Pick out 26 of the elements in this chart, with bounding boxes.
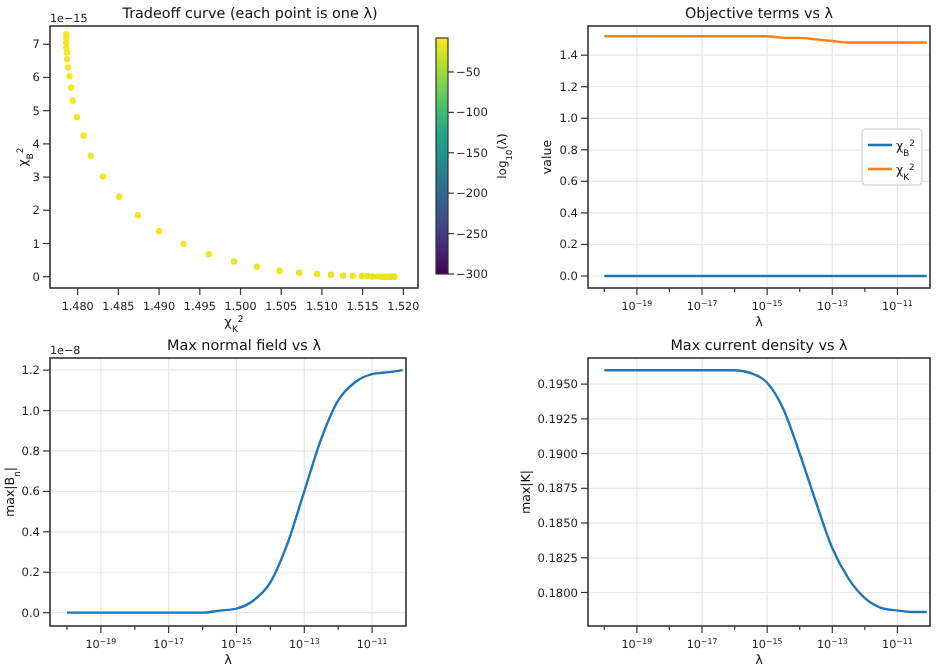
point [99, 173, 107, 180]
point [134, 212, 142, 219]
point [327, 271, 335, 278]
point [87, 152, 94, 160]
point [69, 97, 76, 104]
point [295, 269, 303, 276]
point [364, 272, 371, 280]
point [349, 272, 357, 279]
point [73, 114, 81, 121]
point [230, 258, 238, 265]
point [67, 84, 75, 91]
point [276, 267, 283, 274]
point [63, 49, 71, 56]
point [313, 270, 321, 278]
point [358, 272, 366, 280]
point [339, 272, 347, 279]
point [66, 72, 73, 80]
point [80, 132, 87, 139]
point [116, 193, 123, 200]
point [205, 250, 212, 258]
point [155, 228, 163, 235]
point [63, 56, 71, 63]
point [180, 240, 187, 248]
point [369, 273, 376, 280]
point [253, 263, 260, 270]
point [64, 64, 72, 71]
